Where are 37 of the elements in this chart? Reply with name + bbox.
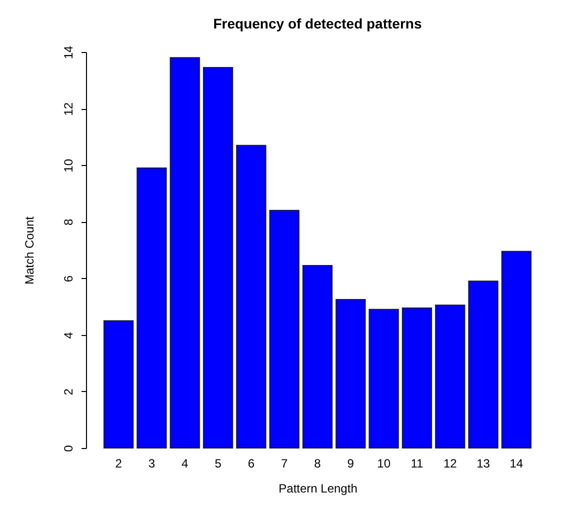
y-tick-label: 14	[62, 46, 76, 60]
bar	[202, 67, 234, 448]
bar	[336, 299, 366, 448]
x-tick-label: 2	[115, 456, 122, 470]
x-axis-title: Pattern Length	[278, 482, 358, 496]
bar	[136, 167, 167, 448]
bar	[269, 210, 300, 448]
x-tick-label: 10	[377, 456, 391, 470]
bar	[103, 320, 134, 448]
x-tick-label: 4	[182, 456, 189, 470]
y-tick-label: 12	[62, 102, 76, 116]
bar	[402, 307, 432, 448]
y-axis-title: Match Count	[22, 216, 36, 285]
x-tick-label: 8	[314, 456, 322, 470]
x-tick-label: 14	[510, 456, 524, 470]
x-tick-label: 13	[476, 456, 490, 470]
bar	[435, 304, 466, 448]
x-tick-label: 7	[281, 456, 288, 470]
bar	[468, 280, 498, 448]
y-tick-label: 4	[62, 332, 76, 339]
bar	[368, 308, 399, 448]
bar	[302, 265, 333, 448]
y-tick-label: 8	[62, 218, 76, 226]
x-tick-label: 6	[248, 456, 255, 470]
chart-title: Frequency of detected patterns	[213, 15, 422, 32]
bar	[236, 144, 266, 448]
y-tick-label: 2	[62, 388, 76, 396]
x-tick-label: 3	[148, 456, 156, 470]
x-tick-label: 11	[410, 456, 424, 470]
x-tick-label: 12	[443, 456, 458, 470]
y-tick-label: 6	[62, 275, 76, 282]
x-tick-label: 9	[347, 456, 354, 470]
y-tick-label: 0	[62, 444, 76, 452]
x-tick-label: 5	[214, 456, 222, 470]
bar	[170, 57, 200, 448]
bar	[501, 250, 532, 448]
y-tick-label: 10	[62, 158, 76, 172]
